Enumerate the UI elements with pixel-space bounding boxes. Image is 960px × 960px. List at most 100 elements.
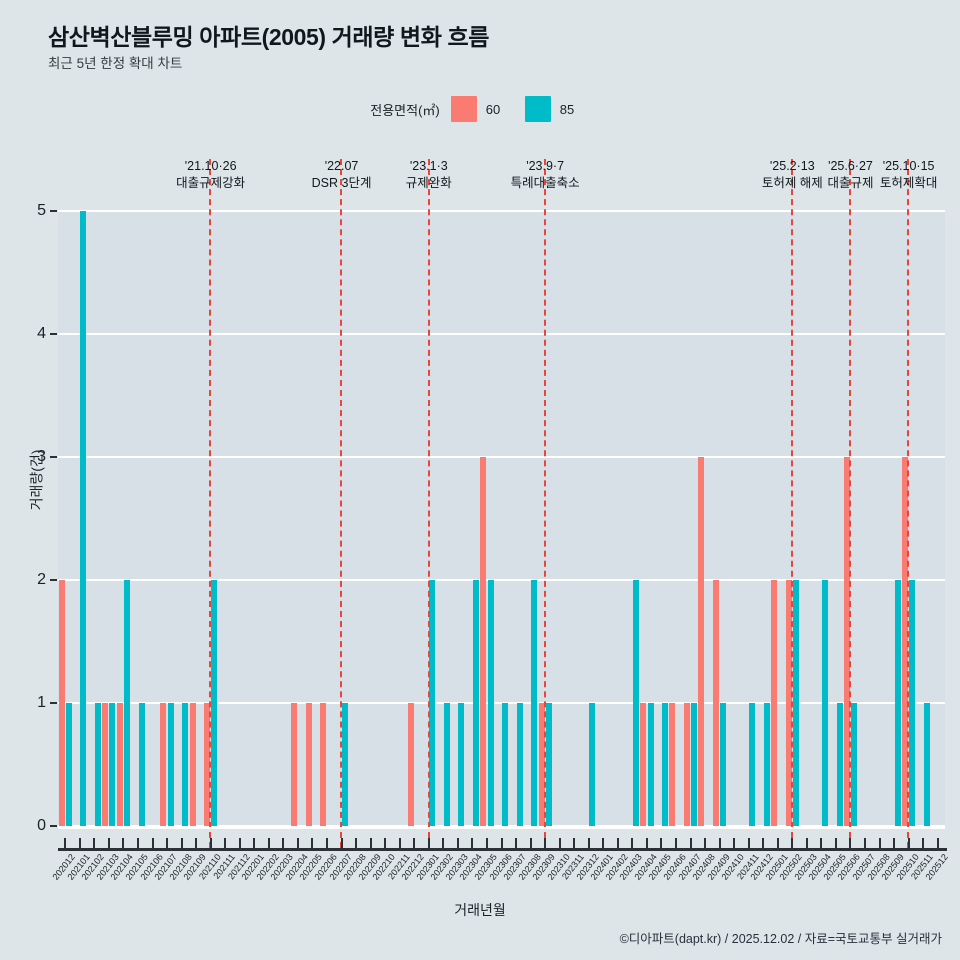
x-tick-mark — [718, 838, 721, 849]
x-tick-mark — [602, 838, 605, 849]
x-tick-mark — [209, 838, 212, 849]
bar-85-202306 — [502, 703, 509, 826]
bar-85-202108 — [182, 703, 189, 826]
x-tick-mark — [384, 838, 387, 849]
bar-85-202012 — [65, 703, 72, 826]
bar-85-202307 — [516, 703, 523, 826]
x-tick-mark — [500, 838, 503, 849]
x-tick-mark — [413, 838, 416, 849]
x-tick-mark — [922, 838, 925, 849]
x-tick-mark — [311, 838, 314, 849]
chart-legend: 전용면적(㎡) 60 85 — [0, 96, 960, 122]
bar-85-202103 — [109, 703, 116, 826]
x-tick-mark — [107, 838, 110, 849]
x-tick-mark — [776, 838, 779, 849]
bar-60-202212 — [407, 703, 414, 826]
x-tick-mark — [587, 838, 590, 849]
x-tick-mark — [762, 838, 765, 849]
event-date: '23.1·3 — [409, 159, 448, 173]
bar-85-202101 — [80, 211, 87, 826]
event-date: '25.2·13 — [769, 159, 815, 173]
event-line-202506 — [849, 159, 852, 848]
bar-85-202301 — [429, 580, 436, 826]
x-tick-mark — [645, 838, 648, 849]
x-tick-mark — [166, 838, 169, 849]
x-tick-mark — [427, 838, 430, 849]
y-tick-mark — [50, 210, 57, 212]
bar-60-202408 — [698, 457, 705, 826]
gridline — [58, 333, 945, 335]
event-label-202510: '25.10·15 토허제확대 — [839, 158, 960, 192]
bar-60-202305 — [480, 457, 487, 826]
x-tick-mark — [689, 838, 692, 849]
bar-85-202309 — [545, 703, 552, 826]
event-line-202207 — [340, 159, 343, 848]
x-tick-mark — [93, 838, 96, 849]
x-tick-mark — [369, 838, 372, 849]
bar-85-202403 — [632, 580, 639, 826]
x-tick-mark — [485, 838, 488, 849]
bar-85-202404 — [647, 703, 654, 826]
event-text: DSR 3단계 — [311, 176, 372, 190]
plot-area — [58, 159, 945, 848]
bar-85-202104 — [124, 580, 131, 826]
bar-85-202102 — [94, 703, 101, 826]
x-tick-mark — [631, 838, 634, 849]
page-subtitle: 최근 5년 한정 확대 차트 — [48, 56, 183, 71]
bar-60-202407 — [683, 703, 690, 826]
y-tick-mark — [50, 579, 57, 581]
x-tick-mark — [282, 838, 285, 849]
x-tick-mark — [616, 838, 619, 849]
bar-60-202309 — [538, 703, 545, 826]
x-tick-mark — [733, 838, 736, 849]
page-title: 삼산벽산블루밍 아파트(2005) 거래량 변화 흐름 — [48, 24, 489, 50]
x-tick-mark — [573, 838, 576, 849]
bar-60-202502 — [785, 580, 792, 826]
bar-85-202405 — [662, 703, 669, 826]
x-tick-mark — [151, 838, 154, 849]
x-tick-mark — [224, 838, 227, 849]
bar-60-202409 — [713, 580, 719, 826]
x-tick-mark — [529, 838, 532, 849]
x-tick-mark — [820, 838, 823, 849]
x-tick-mark — [456, 838, 459, 849]
x-tick-mark — [471, 838, 474, 849]
event-line-202510 — [907, 159, 910, 848]
y-tick-label: 1 — [37, 694, 46, 711]
event-label-202309: '23.9·7 특례대출축소 — [475, 158, 615, 192]
x-tick-mark — [238, 838, 241, 849]
event-line-202502 — [791, 159, 794, 848]
event-date: '25.10·15 — [882, 159, 935, 173]
y-tick-label: 4 — [37, 325, 46, 342]
bar-60-202204 — [291, 703, 298, 826]
bar-85-202207 — [342, 703, 349, 826]
bar-60-202109 — [189, 703, 196, 826]
bar-60-202103 — [102, 703, 109, 826]
y-tick-label: 5 — [37, 202, 46, 219]
bar-85-202105 — [138, 703, 145, 826]
bar-85-202110 — [211, 580, 218, 826]
bar-60-202107 — [160, 703, 167, 826]
x-tick-mark — [674, 838, 677, 849]
bar-60-202510 — [902, 457, 909, 826]
footer-credit: ©디아파트(dapt.kr) / 2025.12.02 / 자료=국토교통부 실… — [619, 932, 942, 946]
x-tick-mark — [515, 838, 518, 849]
event-date: '25.6·27 — [828, 159, 873, 173]
bar-60-202506 — [843, 457, 850, 826]
x-tick-mark — [936, 838, 939, 849]
y-tick-mark — [50, 456, 57, 458]
x-tick-mark — [907, 838, 910, 849]
bar-85-202302 — [443, 703, 450, 826]
x-tick-mark — [893, 838, 896, 849]
x-tick-mark — [805, 838, 808, 849]
event-text: 대출규제강화 — [176, 176, 246, 190]
x-tick-mark — [747, 838, 750, 849]
legend-title: 전용면적(㎡) — [370, 102, 440, 118]
y-tick-label: 0 — [37, 817, 46, 834]
event-text: 규제완화 — [405, 176, 452, 190]
x-tick-mark — [253, 838, 256, 849]
event-line-202110 — [209, 159, 212, 848]
bar-85-202411 — [749, 703, 756, 826]
bar-85-202305 — [487, 580, 494, 826]
bar-85-202505 — [836, 703, 843, 826]
